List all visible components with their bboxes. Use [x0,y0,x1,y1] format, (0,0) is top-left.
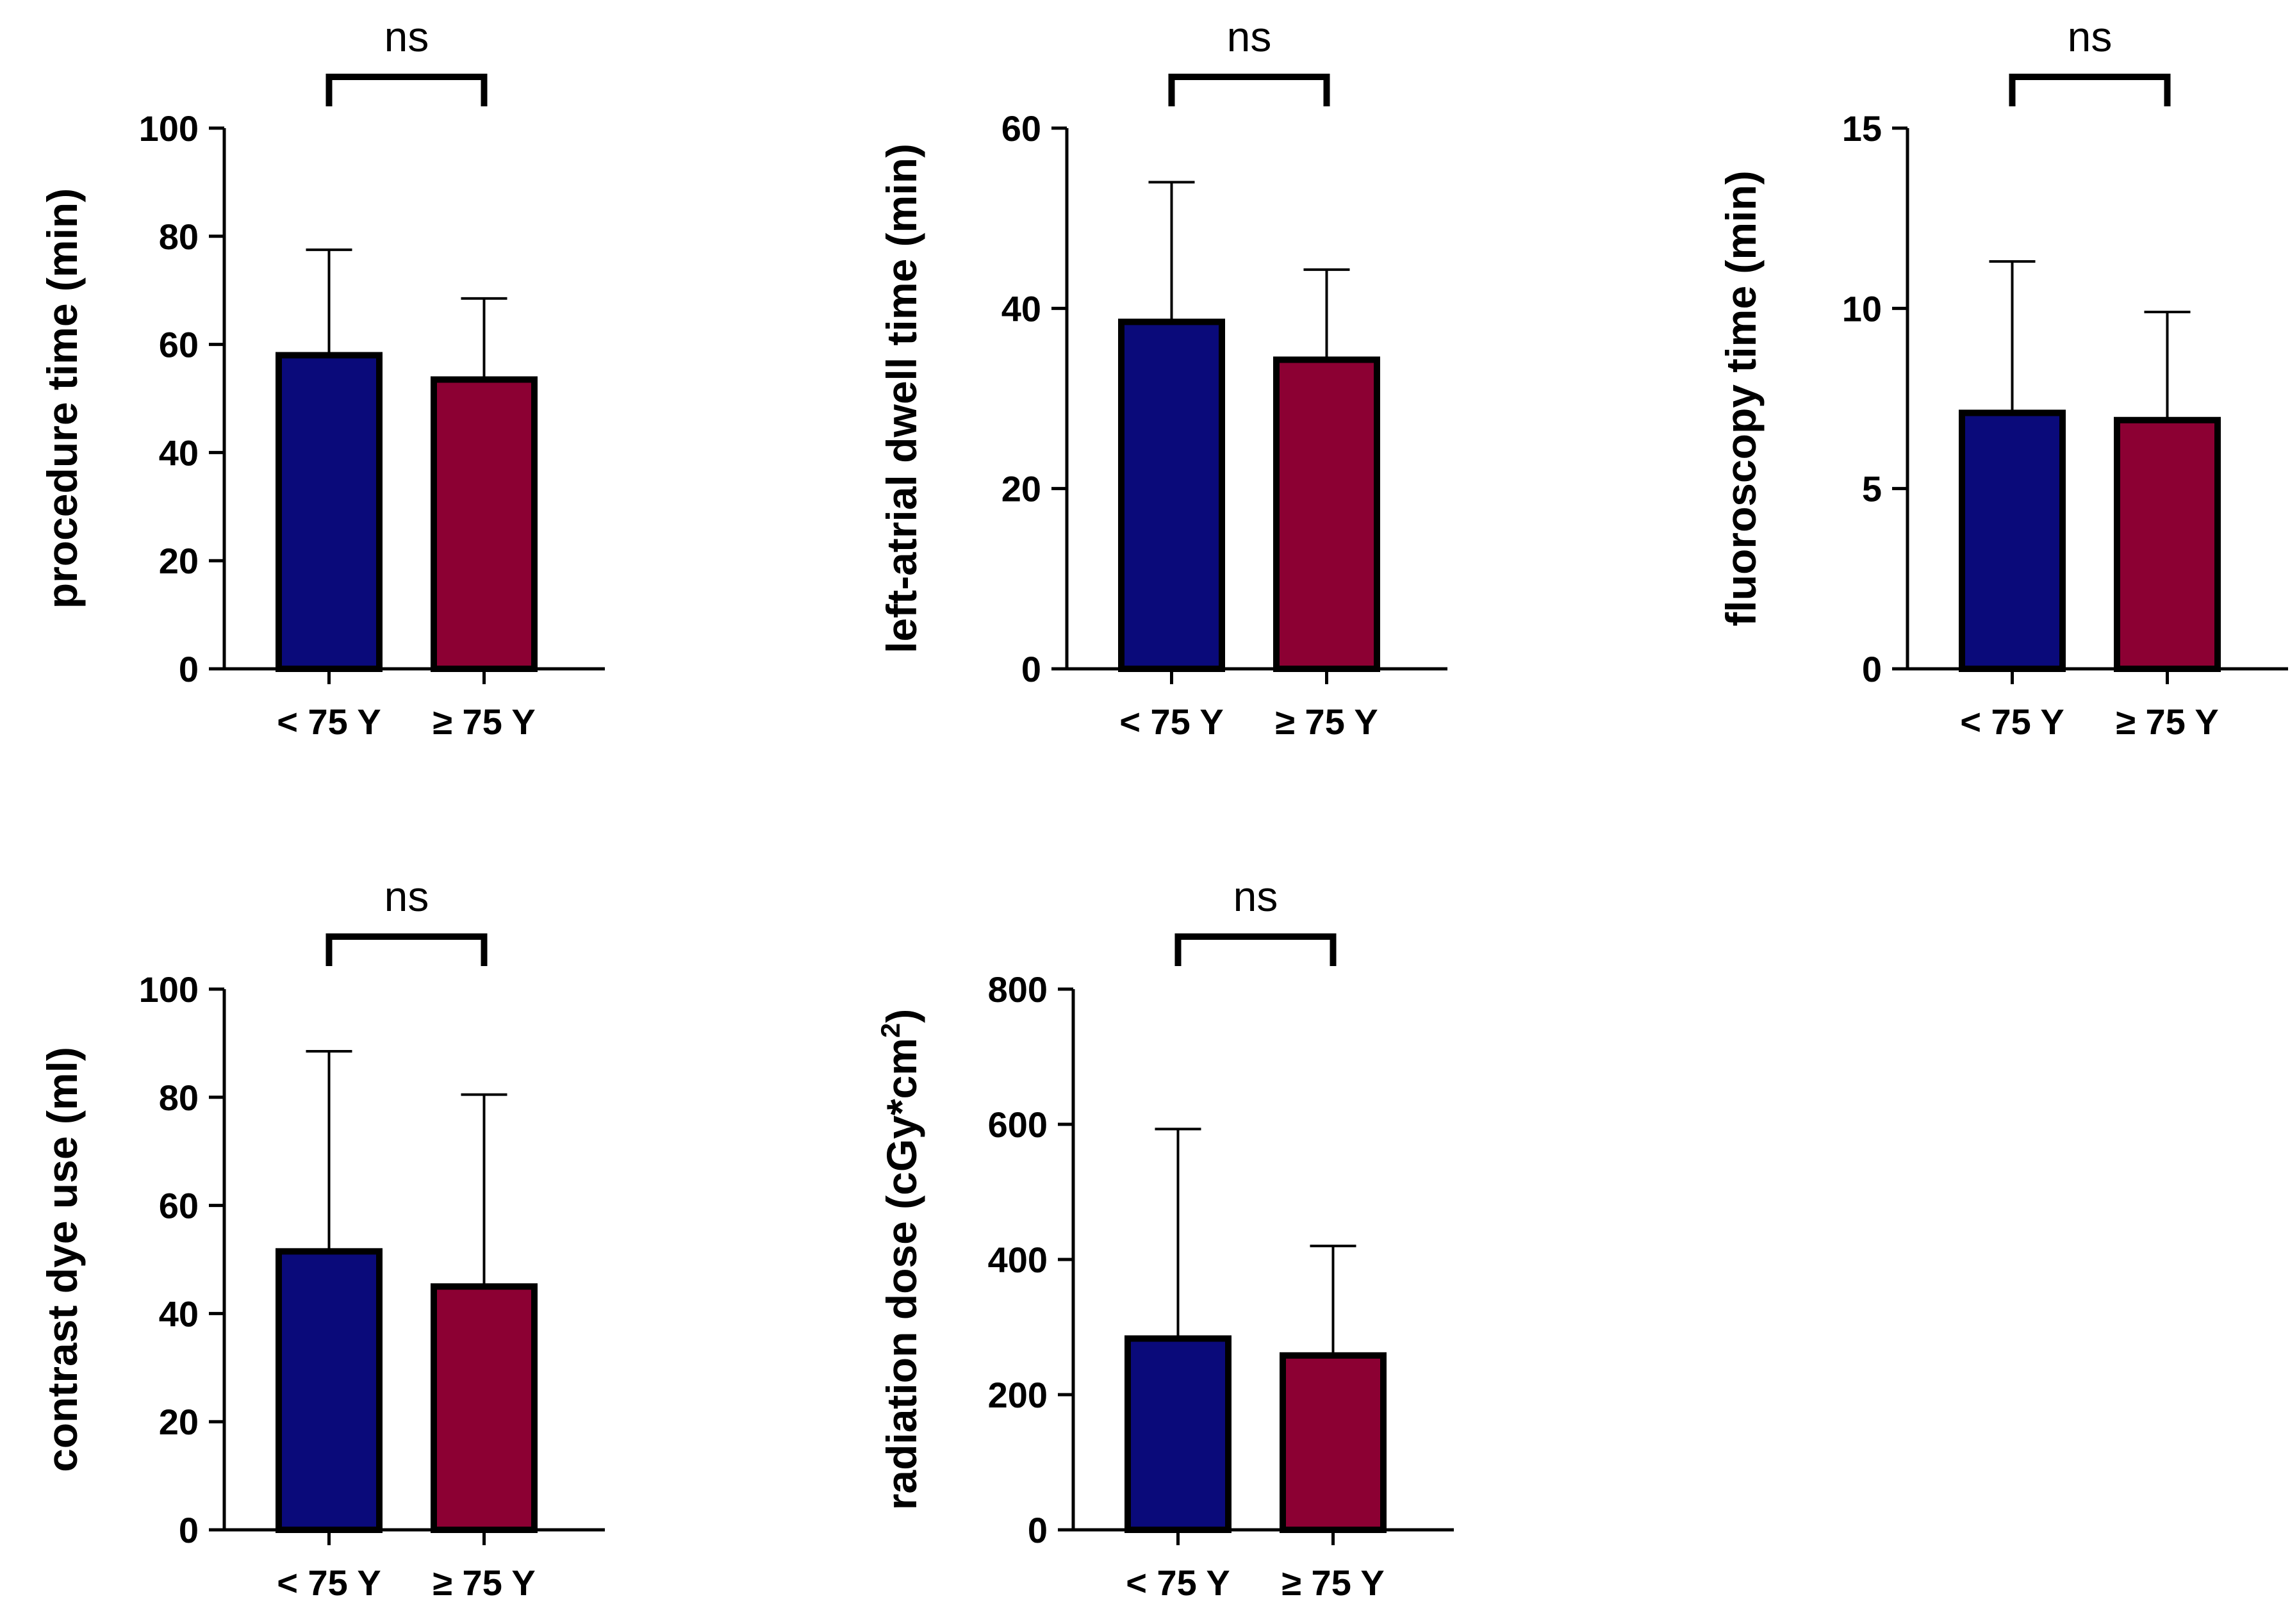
bar [276,352,383,672]
y-tick-label: 60 [159,1186,199,1226]
bar [2114,416,2221,672]
bar [276,1248,383,1533]
y-tick-label: 15 [1842,108,1882,149]
y-tick-label: 0 [179,1510,199,1550]
y-tick-label: 40 [159,432,199,473]
y-tick-label: 40 [159,1293,199,1334]
panel-procedure-time: 0 20 40 60 80 100 < 75 Y ≥ 75 Y procedure time (… [38,13,605,742]
panel-fluoroscopy-time: 0 5 10 15 < 75 Y ≥ 75 Y fluoroscopy time (min)… [1717,13,2288,742]
y-tick-label: 400 [988,1240,1048,1280]
x-tick-label: < 75 Y [1126,1562,1230,1603]
y-tick-label: 10 [1842,288,1882,329]
y-tick-label: 800 [988,969,1048,1010]
y-tick-label: 100 [139,969,199,1010]
y-tick-label: 60 [1001,108,1041,149]
y-tick-label: 600 [988,1104,1048,1145]
y-tick-label: 5 [1862,469,1882,509]
significance-label: ns [384,13,429,60]
significance-label: ns [384,873,429,920]
x-tick-label: ≥ 75 Y [432,1562,535,1603]
panel-left-atrial-dwell-time: 0 20 40 60 < 75 Y ≥ 75 Y left-atrial dwell tim… [878,13,1447,742]
significance-label: ns [1233,873,1278,920]
x-tick-label: < 75 Y [1960,701,2064,742]
y-tick-label: 200 [988,1375,1048,1415]
bar [1118,318,1225,672]
y-tick-label: 0 [1028,1510,1048,1550]
bar [1959,409,2066,672]
significance-bracket [1168,74,1330,106]
y-tick-label: 20 [159,1402,199,1442]
y-tick-label: 20 [1001,469,1041,509]
panel-radiation-dose: 0 200 400 600 800 < 75 Y ≥ 75 Y radiation dose … [875,873,1454,1603]
bar [431,376,538,673]
y-tick-label: 40 [1001,288,1041,329]
y-tick-label: 0 [179,649,199,689]
significance-bracket [325,933,488,966]
y-axis-title: left-atrial dwell time (min) [878,144,925,653]
y-tick-label: 80 [159,217,199,257]
bar [1273,356,1380,672]
x-tick-label: ≥ 75 Y [432,701,535,742]
y-axis-title: fluoroscopy time (min) [1717,170,1765,626]
x-tick-label: < 75 Y [277,1562,381,1603]
significance-label: ns [2068,13,2113,60]
y-tick-label: 0 [1862,649,1882,689]
bar [1280,1352,1387,1534]
panel-contrast-dye-use: 0 20 40 60 80 100 < 75 Y ≥ 75 Y contrast dye use… [38,873,605,1603]
significance-label: ns [1227,13,1272,60]
bar [431,1283,538,1533]
y-axis-title: radiation dose (cGy*cm2) [875,1009,925,1511]
bar [1124,1335,1231,1534]
x-tick-label: ≥ 75 Y [1275,701,1378,742]
y-tick-label: 80 [159,1078,199,1118]
y-axis-title: contrast dye use (ml) [38,1047,86,1472]
y-tick-label: 20 [159,541,199,581]
significance-bracket [2009,74,2171,106]
x-tick-label: < 75 Y [1119,701,1223,742]
y-tick-label: 60 [159,325,199,365]
y-tick-label: 100 [139,108,199,149]
y-axis-title: procedure time (min) [38,188,86,609]
significance-bracket [1174,933,1337,966]
x-tick-label: ≥ 75 Y [2116,701,2218,742]
x-tick-label: ≥ 75 Y [1281,1562,1384,1603]
x-tick-label: < 75 Y [277,701,381,742]
y-tick-label: 0 [1021,649,1041,689]
significance-bracket [325,74,488,106]
